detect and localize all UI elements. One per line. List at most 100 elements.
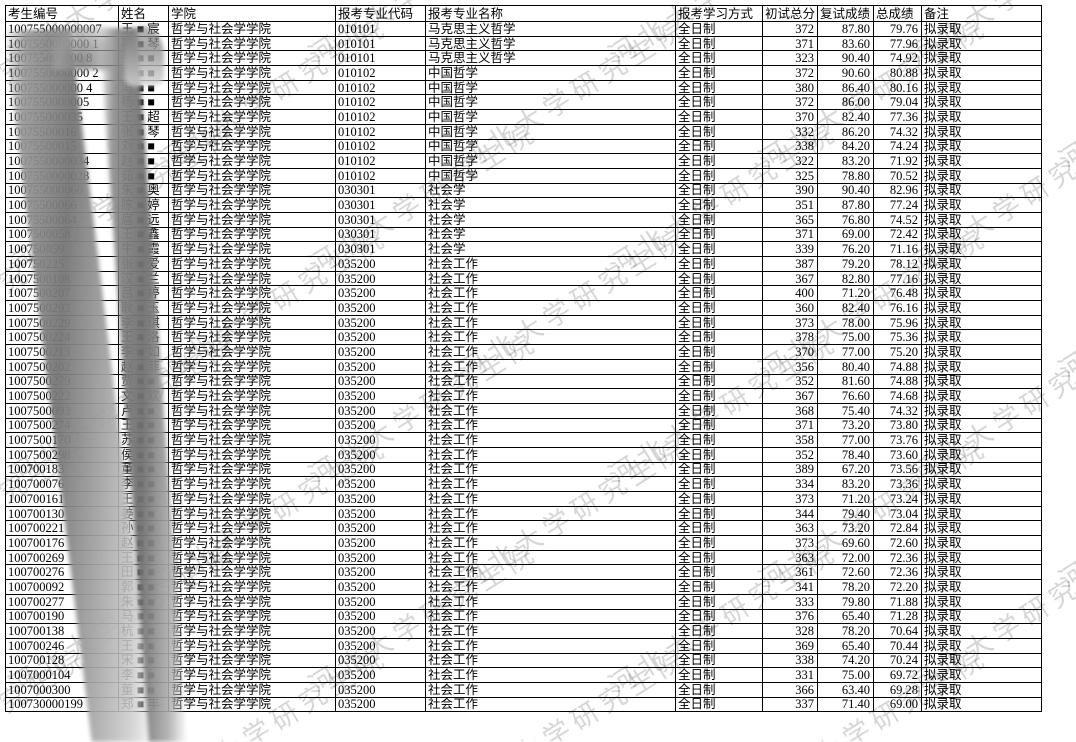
- cell-name: 朱 ■ 奥: [118, 182, 169, 199]
- cell-major_code: 035200: [335, 652, 426, 669]
- cell-candidate_no: 10075500015: [5, 138, 119, 155]
- cell-major_code: 035200: [335, 593, 426, 610]
- cell-total_score: 74.32: [873, 402, 922, 419]
- cell-name: 刘 ■ ■: [118, 138, 169, 155]
- table-row: 1007500093 卢 ■ ■ 哲学与社会学学院 035200 社会工作 全日制 368 7…: [5, 402, 1042, 419]
- cell-name: 杭 ■ ■: [118, 623, 169, 639]
- cell-major_name: 社会工作: [425, 637, 676, 654]
- cell-retest_score: 87.80: [817, 21, 874, 37]
- cell-retest_score: 82.40: [817, 300, 874, 316]
- cell-remark: 拟录取: [921, 167, 1042, 184]
- cell-first_total: 389: [762, 461, 818, 478]
- cell-college: 哲学与社会学学院: [168, 344, 336, 360]
- cell-major_code: 035200: [335, 476, 426, 492]
- cell-candidate_no: 1007550000034: [5, 153, 119, 169]
- cell-total_score: 74.24: [873, 138, 922, 155]
- table-row: 1007550000005 杨 ■ ■ 哲学与社会学学院 010102 中国哲学 全日制 3…: [5, 94, 1042, 111]
- cell-major_name: 中国哲学: [425, 79, 676, 96]
- cell-college: 哲学与社会学学院: [168, 667, 336, 683]
- cell-name: 董 ■ ■: [118, 681, 169, 698]
- cell-major_code: 035200: [335, 667, 426, 683]
- cell-first_total: 341: [762, 579, 818, 595]
- cell-retest_score: 79.80: [817, 593, 874, 610]
- cell-study_mode: 全日制: [675, 461, 763, 478]
- cell-major_name: 社会工作: [425, 329, 676, 346]
- cell-candidate_no: 1007500279: [5, 373, 119, 390]
- cell-name: 李 ■ ■: [118, 476, 169, 492]
- cell-candidate_no: 100700138: [5, 623, 119, 639]
- table-row: 1007500229 李 ■ 琪哲学与社会学学院 035200 社会工作 全日制 373 7…: [5, 314, 1042, 331]
- cell-candidate_no: 1007500170: [5, 432, 119, 448]
- column-header-major-code: 报考专业代码: [335, 5, 426, 22]
- cell-study_mode: 全日制: [675, 94, 763, 111]
- cell-study_mode: 全日制: [675, 491, 763, 507]
- table-row: 1007550000028 茹 ■ ■ 哲学与社会学学院 010102 中国哲学 全日制 3…: [5, 167, 1042, 184]
- cell-name: 牛 ■ 霞: [118, 241, 169, 257]
- cell-major_name: 社会学: [425, 197, 676, 213]
- cell-college: 哲学与社会学学院: [168, 417, 336, 434]
- cell-college: 哲学与社会学学院: [168, 608, 336, 625]
- cell-name: 李 ■ ■: [118, 667, 169, 683]
- cell-name: 张 ■ 爱: [118, 256, 169, 272]
- cell-total_score: 73.24: [873, 491, 922, 507]
- cell-major_name: 社会学: [425, 241, 676, 257]
- cell-study_mode: 全日制: [675, 637, 763, 654]
- cell-name: 王 ■ 宸: [118, 21, 169, 37]
- cell-total_score: 71.28: [873, 608, 922, 625]
- table-row: 100750225 张 ■ 爱哲学与社会学学院 035200 社会工作 全日制 387 79…: [5, 256, 1042, 272]
- cell-name: 朱 ■ ■: [118, 593, 169, 610]
- cell-study_mode: 全日制: [675, 256, 763, 272]
- cell-remark: 拟录取: [921, 681, 1042, 698]
- cell-major_code: 035200: [335, 373, 426, 390]
- cell-first_total: 367: [762, 388, 818, 404]
- cell-major_name: 社会工作: [425, 608, 676, 625]
- cell-major_code: 030301: [335, 226, 426, 243]
- cell-remark: 拟录取: [921, 623, 1042, 639]
- table-row: 1007500108 汉 ■ 兰哲学与社会学学院 035200 社会工作 全日制 367 8…: [5, 270, 1042, 287]
- table-row: 10075500066 陈 ■ 婷哲学与社会学学院 030301 社会学 全日制 351 8…: [5, 197, 1042, 213]
- cell-retest_score: 74.20: [817, 652, 874, 669]
- cell-candidate_no: 100700269: [5, 549, 119, 566]
- cell-study_mode: 全日制: [675, 608, 763, 625]
- cell-total_score: 73.36: [873, 476, 922, 492]
- cell-college: 哲学与社会学学院: [168, 94, 336, 111]
- cell-major_name: 中国哲学: [425, 123, 676, 140]
- cell-total_score: 74.52: [873, 211, 922, 228]
- cell-retest_score: 63.40: [817, 681, 874, 698]
- column-header-study-mode: 报考学习方式: [675, 5, 763, 22]
- cell-candidate_no: 1007550000000 2: [5, 65, 119, 81]
- cell-study_mode: 全日制: [675, 211, 763, 228]
- cell-candidate_no: 100700277: [5, 593, 119, 610]
- cell-major_code: 010102: [335, 65, 426, 81]
- table-row: 100755000000007 王 ■ 宸哲学与社会学学院 010101 马克思主义哲…: [5, 21, 1042, 37]
- table-row: 1007500222 文 ■ 欢哲学与社会学学院 035200 社会工作 全日制 367 7…: [5, 388, 1042, 404]
- cell-major_name: 马克思主义哲学: [425, 21, 676, 37]
- cell-retest_score: 78.40: [817, 446, 874, 463]
- cell-candidate_no: 1007000300: [5, 681, 119, 698]
- cell-total_score: 74.88: [873, 358, 922, 375]
- cell-remark: 拟录取: [921, 21, 1042, 37]
- cell-candidate_no: 100755000000 4: [5, 79, 119, 96]
- table-row: 100700221 孙 ■ ■ 哲学与社会学学院 035200 社会工作 全日制 363 73…: [5, 520, 1042, 537]
- cell-study_mode: 全日制: [675, 652, 763, 669]
- cell-college: 哲学与社会学学院: [168, 549, 336, 566]
- cell-candidate_no: 100700176: [5, 535, 119, 551]
- cell-college: 哲学与社会学学院: [168, 182, 336, 199]
- cell-name: 文 ■ 欢: [118, 388, 169, 404]
- table-row: 1007000300 董 ■ ■ 哲学与社会学学院 035200 社会工作 全日制 366 6…: [5, 681, 1042, 698]
- cell-major_code: 035200: [335, 535, 426, 551]
- cell-total_score: 75.36: [873, 329, 922, 346]
- cell-study_mode: 全日制: [675, 182, 763, 199]
- cell-major_code: 010102: [335, 153, 426, 169]
- cell-first_total: 356: [762, 358, 818, 375]
- cell-total_score: 80.88: [873, 65, 922, 81]
- cell-first_total: 371: [762, 35, 818, 52]
- cell-remark: 拟录取: [921, 432, 1042, 448]
- cell-major_name: 社会工作: [425, 491, 676, 507]
- cell-retest_score: 69.60: [817, 535, 874, 551]
- cell-remark: 拟录取: [921, 608, 1042, 625]
- cell-major_code: 035200: [335, 608, 426, 625]
- cell-study_mode: 全日制: [675, 432, 763, 448]
- cell-remark: 拟录取: [921, 123, 1042, 140]
- cell-total_score: 70.52: [873, 167, 922, 184]
